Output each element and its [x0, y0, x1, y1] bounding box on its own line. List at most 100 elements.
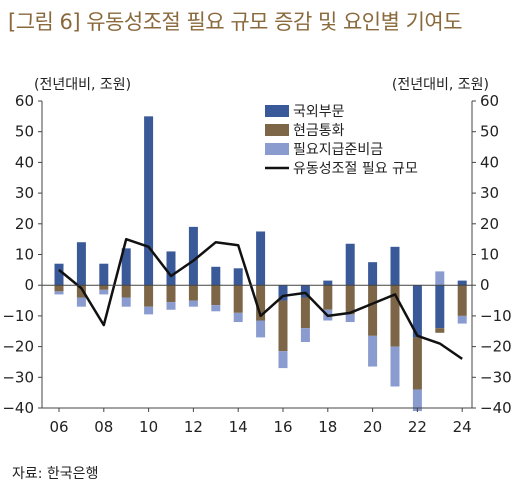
bar-currency-2007: [76, 285, 86, 298]
bar-foreign-2007: [76, 242, 86, 286]
bar-reserve-2008: [99, 289, 109, 295]
bar-foreign-2013: [211, 266, 221, 286]
bar-foreign-2019: [345, 243, 355, 286]
y-tick-label-left: 30: [15, 184, 34, 202]
legend-swatch-1: [265, 124, 289, 136]
bar-currency-2014: [233, 285, 243, 313]
bar-foreign-2016: [278, 285, 288, 301]
legend-label-2: 필요지급준비금: [293, 142, 383, 158]
bar-currency-2021: [390, 285, 400, 347]
bar-currency-2006: [54, 285, 64, 292]
y-tick-label-right: −20: [480, 338, 512, 356]
bar-foreign-2008: [99, 263, 109, 286]
x-tick-label: 10: [139, 418, 158, 436]
x-tick-label: 18: [318, 418, 337, 436]
bar-reserve-2022: [412, 389, 422, 412]
bar-currency-2024: [457, 285, 467, 316]
x-tick-label: 14: [229, 418, 248, 436]
bar-foreign-2006: [54, 263, 64, 286]
bar-foreign-2022: [412, 285, 422, 338]
bar-foreign-2017: [300, 285, 310, 298]
bar-reserve-2009: [121, 297, 131, 307]
bar-currency-2011: [166, 285, 176, 303]
y-tick-label-right: 30: [480, 184, 499, 202]
bar-currency-2013: [211, 285, 221, 306]
y-tick-label-left: 10: [15, 246, 34, 264]
bar-foreign-2021: [390, 246, 400, 286]
y-tick-label-left: −30: [2, 368, 34, 386]
bar-foreign-2011: [166, 251, 176, 286]
y-tick-label-left: 0: [24, 276, 34, 294]
y-axis-unit-right: (전년대비, 조원): [391, 77, 489, 93]
bar-foreign-2018: [323, 280, 333, 286]
bar-foreign-2024: [457, 280, 467, 286]
bar-currency-2023: [435, 328, 445, 333]
line-liquidity-adjustment: [58, 237, 463, 360]
bar-currency-2016: [278, 300, 288, 352]
bar-foreign-2009: [121, 248, 131, 286]
x-tick-label: 22: [408, 418, 427, 436]
y-tick-label-right: 10: [480, 246, 499, 264]
legend-label-1: 현금통화: [293, 123, 345, 139]
bars-layer: [54, 116, 467, 412]
x-tick-label: 08: [94, 418, 113, 436]
legend-swatch-2: [265, 143, 289, 155]
y-tick-label-left: −10: [2, 307, 34, 325]
y-tick-label-right: −40: [480, 399, 512, 417]
bar-reserve-2020: [368, 335, 378, 367]
chart-title: [그림 6] 유동성조절 필요 규모 증감 및 요인별 기여도: [8, 10, 463, 34]
bar-foreign-2010: [144, 116, 154, 286]
y-tick-label-left: −40: [2, 399, 34, 417]
y-tick-label-left: 50: [15, 123, 34, 141]
axes-layer: 60 60 50 50 40 40 30 30 20 20 10 10 0 0 −10 −10 −20 −20 −3…: [2, 92, 511, 436]
bar-reserve-2007: [76, 297, 86, 307]
y-tick-label-right: −30: [480, 368, 512, 386]
bar-reserve-2013: [211, 305, 221, 312]
bar-currency-2017: [300, 297, 310, 329]
y-tick-label-right: 40: [480, 153, 499, 171]
bar-reserve-2015: [256, 320, 266, 338]
bar-reserve-2012: [188, 300, 198, 307]
legend-label-3: 유동성조절 필요 규모: [293, 161, 418, 177]
y-tick-label-right: 60: [480, 92, 499, 110]
bar-currency-2009: [121, 285, 131, 298]
bar-currency-2022: [412, 337, 422, 390]
bar-currency-2019: [345, 285, 355, 315]
x-tick-label: 20: [363, 418, 382, 436]
bar-reserve-2010: [144, 306, 154, 315]
line-layer: [58, 237, 463, 360]
bar-reserve-2023: [435, 271, 445, 286]
bar-reserve-2014: [233, 312, 243, 323]
y-axis-unit-left: (전년대비, 조원): [34, 77, 132, 93]
bar-currency-2008: [99, 285, 109, 290]
y-tick-label-left: 40: [15, 153, 34, 171]
x-tick-label: 16: [273, 418, 292, 436]
bar-foreign-2015: [256, 231, 266, 286]
bar-reserve-2011: [166, 302, 176, 310]
bar-currency-2010: [144, 285, 154, 307]
y-tick-label-left: 60: [15, 92, 34, 110]
x-tick-label: 24: [453, 418, 472, 436]
y-tick-label-right: 20: [480, 215, 499, 233]
bar-currency-2018: [323, 285, 333, 310]
bar-reserve-2024: [457, 315, 467, 324]
bar-foreign-2012: [188, 226, 198, 286]
y-tick-label-right: 0: [480, 276, 490, 294]
y-tick-label-left: 20: [15, 215, 34, 233]
bar-reserve-2019: [345, 314, 355, 323]
y-tick-label-right: 50: [480, 123, 499, 141]
y-tick-label-right: −10: [480, 307, 512, 325]
source-note: 자료: 한국은행: [12, 466, 99, 482]
bar-foreign-2020: [368, 262, 378, 286]
bar-reserve-2021: [390, 346, 400, 387]
bar-foreign-2014: [233, 268, 243, 286]
bar-reserve-2016: [278, 351, 288, 369]
x-tick-label: 06: [49, 418, 68, 436]
bar-foreign-2023: [435, 285, 445, 329]
y-tick-label-left: −20: [2, 338, 34, 356]
bar-currency-2020: [368, 285, 378, 336]
bar-currency-2012: [188, 285, 198, 301]
legend-label-0: 국외부문: [293, 104, 345, 120]
